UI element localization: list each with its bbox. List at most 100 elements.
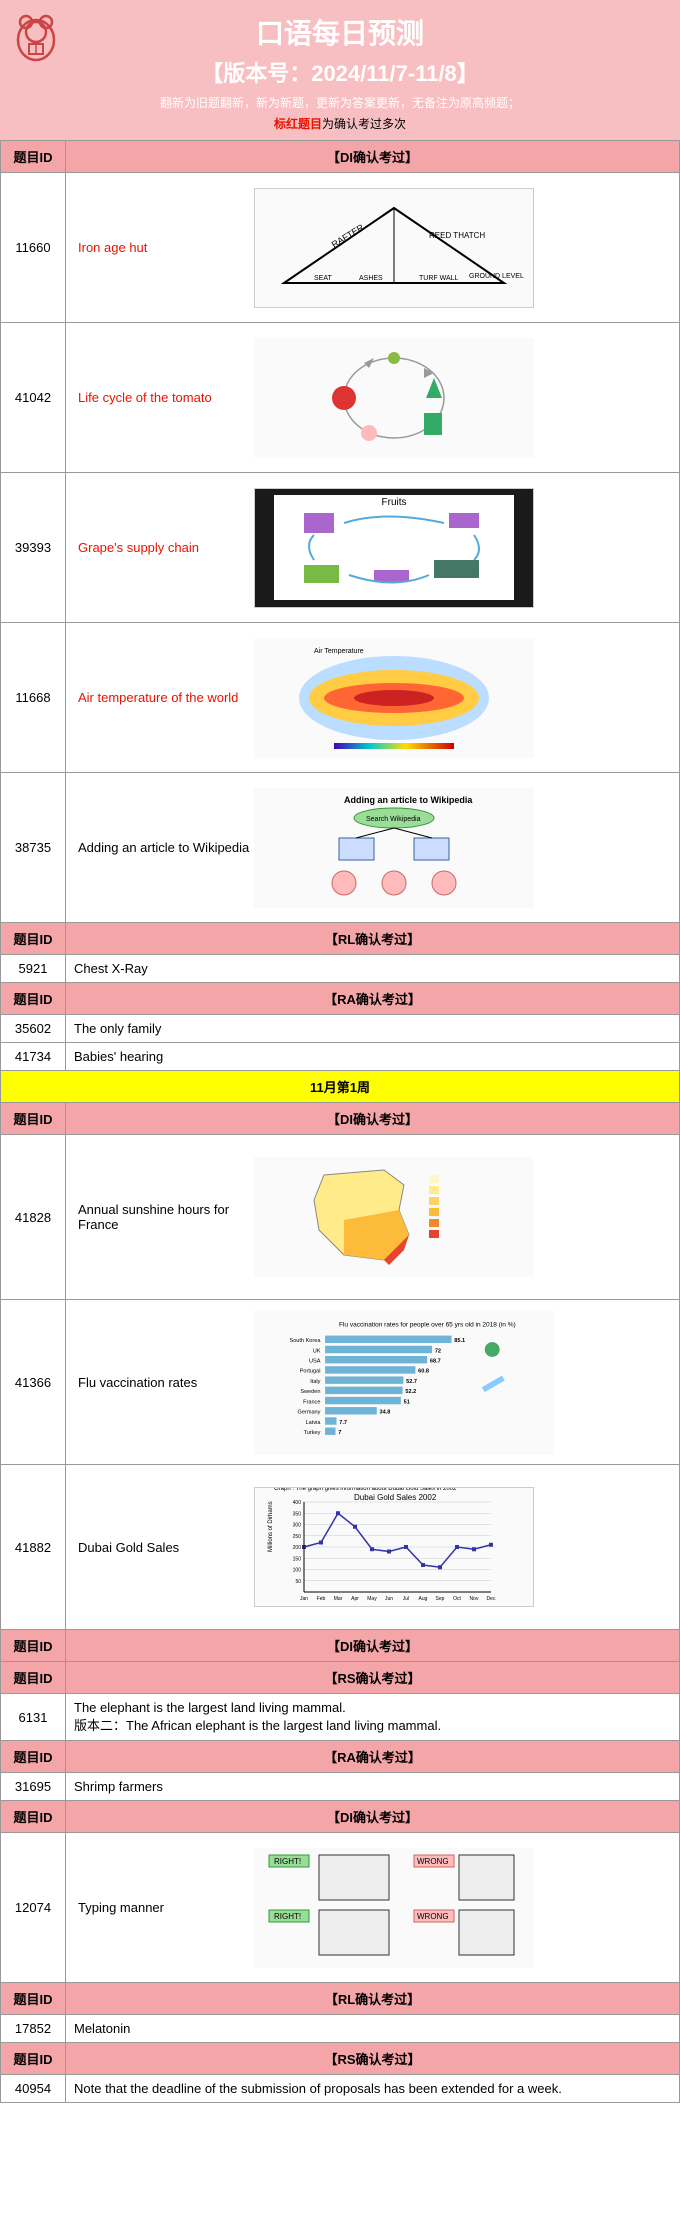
svg-text:200: 200 (293, 1545, 302, 1551)
svg-text:WRONG: WRONG (417, 1912, 449, 1921)
col-header-id: 题目ID (1, 1662, 66, 1694)
week-divider: 11月第1周 (1, 1071, 680, 1103)
col-header-id: 题目ID (1, 1103, 66, 1135)
thumb-iron-age-hut: RAFTERREED THATCHSEATASHESTURF WALLGROUN… (254, 188, 534, 308)
svg-text:Italy: Italy (310, 1379, 320, 1385)
table-row: 40954Note that the deadline of the submi… (1, 2075, 680, 2103)
svg-text:72: 72 (435, 1348, 441, 1354)
svg-text:85.1: 85.1 (454, 1338, 465, 1344)
svg-text:300: 300 (293, 1523, 302, 1529)
row-label: The only family (66, 1015, 680, 1043)
row-label: Shrimp farmers (66, 1773, 680, 1801)
table-row: 41828 Annual sunshine hours for France (1, 1135, 680, 1300)
section-di: 【DI确认考过】 (66, 1630, 680, 1662)
svg-text:France: France (303, 1399, 320, 1405)
section-rs: 【RS确认考过】 (66, 2043, 680, 2075)
table-row: 35602The only family (1, 1015, 680, 1043)
table-row: 38735 Adding an article to Wikipedia Add… (1, 773, 680, 923)
svg-text:Dubai Gold Sales 2002: Dubai Gold Sales 2002 (354, 1493, 437, 1502)
thumb-dubai-gold: Graph : The graph gives information abou… (254, 1487, 534, 1607)
col-header-id: 题目ID (1, 1741, 66, 1773)
row-label: Flu vaccination rates (74, 1375, 254, 1390)
section-ra: 【RA确认考过】 (66, 983, 680, 1015)
svg-text:60.8: 60.8 (418, 1369, 429, 1375)
table-row: 12074 Typing manner RIGHT!WRONGRIGHT!WRO… (1, 1833, 680, 1983)
table-row: 11668 Air temperature of the world Air T… (1, 623, 680, 773)
svg-text:REED THATCH: REED THATCH (429, 231, 485, 240)
col-header-id: 题目ID (1, 1983, 66, 2015)
page-title: 口语每日预测 (0, 12, 680, 52)
svg-text:Sep: Sep (436, 1596, 445, 1602)
col-header-id: 题目ID (1, 1630, 66, 1662)
row-id: 38735 (1, 773, 66, 923)
table-row: 17852Melatonin (1, 2015, 680, 2043)
svg-text:UK: UK (313, 1348, 321, 1354)
section-rl: 【RL确认考过】 (66, 1983, 680, 2015)
svg-text:51: 51 (404, 1399, 410, 1405)
svg-text:May: May (367, 1596, 377, 1602)
row-label: Adding an article to Wikipedia (74, 840, 254, 855)
svg-text:Search Wikipedia: Search Wikipedia (366, 816, 421, 823)
section-di: 【DI确认考过】 (66, 1801, 680, 1833)
col-header-id: 题目ID (1, 1801, 66, 1833)
svg-text:ASHES: ASHES (359, 275, 383, 282)
svg-text:Jun: Jun (385, 1596, 393, 1602)
col-header-id: 题目ID (1, 983, 66, 1015)
svg-text:Sweden: Sweden (300, 1389, 320, 1395)
svg-text:WRONG: WRONG (417, 1857, 449, 1866)
table-row: 31695Shrimp farmers (1, 1773, 680, 1801)
svg-text:100: 100 (293, 1568, 302, 1574)
svg-text:RIGHT!: RIGHT! (274, 1912, 301, 1921)
mascot-icon (12, 12, 60, 66)
thumb-flu-chart: Flu vaccination rates for people over 65… (254, 1310, 554, 1455)
svg-text:Turkey: Turkey (304, 1430, 321, 1436)
svg-text:52.7: 52.7 (406, 1379, 417, 1385)
svg-text:Mar: Mar (334, 1596, 343, 1602)
row-label: Life cycle of the tomato (74, 390, 254, 405)
svg-text:Latvia: Latvia (306, 1420, 322, 1426)
col-header-id: 题目ID (1, 923, 66, 955)
svg-text:South Korea: South Korea (289, 1338, 321, 1344)
row-label: Annual sunshine hours for France (74, 1202, 254, 1232)
svg-text:68.7: 68.7 (430, 1359, 441, 1365)
svg-text:400: 400 (293, 1500, 302, 1506)
svg-text:Adding an article to Wikipedia: Adding an article to Wikipedia (344, 795, 473, 805)
svg-text:Nov: Nov (470, 1596, 479, 1602)
table-row: 41882 Dubai Gold Sales Graph : The graph… (1, 1465, 680, 1630)
svg-text:Air Temperature: Air Temperature (314, 648, 364, 655)
svg-text:Oct: Oct (453, 1596, 461, 1602)
svg-text:Jan: Jan (300, 1596, 308, 1602)
svg-text:Aug: Aug (419, 1596, 428, 1602)
section-ra: 【RA确认考过】 (66, 1741, 680, 1773)
svg-text:Feb: Feb (317, 1596, 326, 1602)
table-row: 5921Chest X-Ray (1, 955, 680, 983)
row-id: 39393 (1, 473, 66, 623)
row-label: The elephant is the largest land living … (66, 1694, 680, 1741)
svg-text:52.2: 52.2 (405, 1389, 416, 1395)
row-label: Air temperature of the world (74, 690, 254, 705)
section-rs: 【RS确认考过】 (66, 1662, 680, 1694)
row-id: 41042 (1, 323, 66, 473)
svg-text:7.7: 7.7 (339, 1420, 347, 1426)
row-label: Iron age hut (74, 240, 254, 255)
thumb-world-temp: Air Temperature (254, 638, 534, 758)
row-id: 11660 (1, 173, 66, 323)
svg-text:GROUND LEVEL: GROUND LEVEL (469, 273, 524, 280)
svg-text:Jul: Jul (403, 1596, 409, 1602)
table-row: 41366 Flu vaccination rates Flu vaccinat… (1, 1300, 680, 1465)
svg-text:Apr: Apr (351, 1596, 359, 1602)
header-note-1: 翻新为旧题翻新，新为新题，更新为答案更新，无备注为原高频题； (0, 94, 680, 111)
row-label: Grape's supply chain (74, 540, 254, 555)
row-label: Melatonin (66, 2015, 680, 2043)
page-subtitle: 【版本号：2024/11/7-11/8】 (0, 56, 680, 88)
row-label: Dubai Gold Sales (74, 1540, 254, 1555)
section-di: 【DI确认考过】 (66, 1103, 680, 1135)
svg-text:Portugal: Portugal (300, 1369, 321, 1375)
row-label: Chest X-Ray (66, 955, 680, 983)
thumb-tomato-cycle (254, 338, 534, 458)
svg-text:RIGHT!: RIGHT! (274, 1857, 301, 1866)
row-label: Typing manner (74, 1900, 254, 1915)
table-row: 39393 Grape's supply chain Fruits (1, 473, 680, 623)
svg-text:150: 150 (293, 1556, 302, 1562)
section-rl: 【RL确认考过】 (66, 923, 680, 955)
